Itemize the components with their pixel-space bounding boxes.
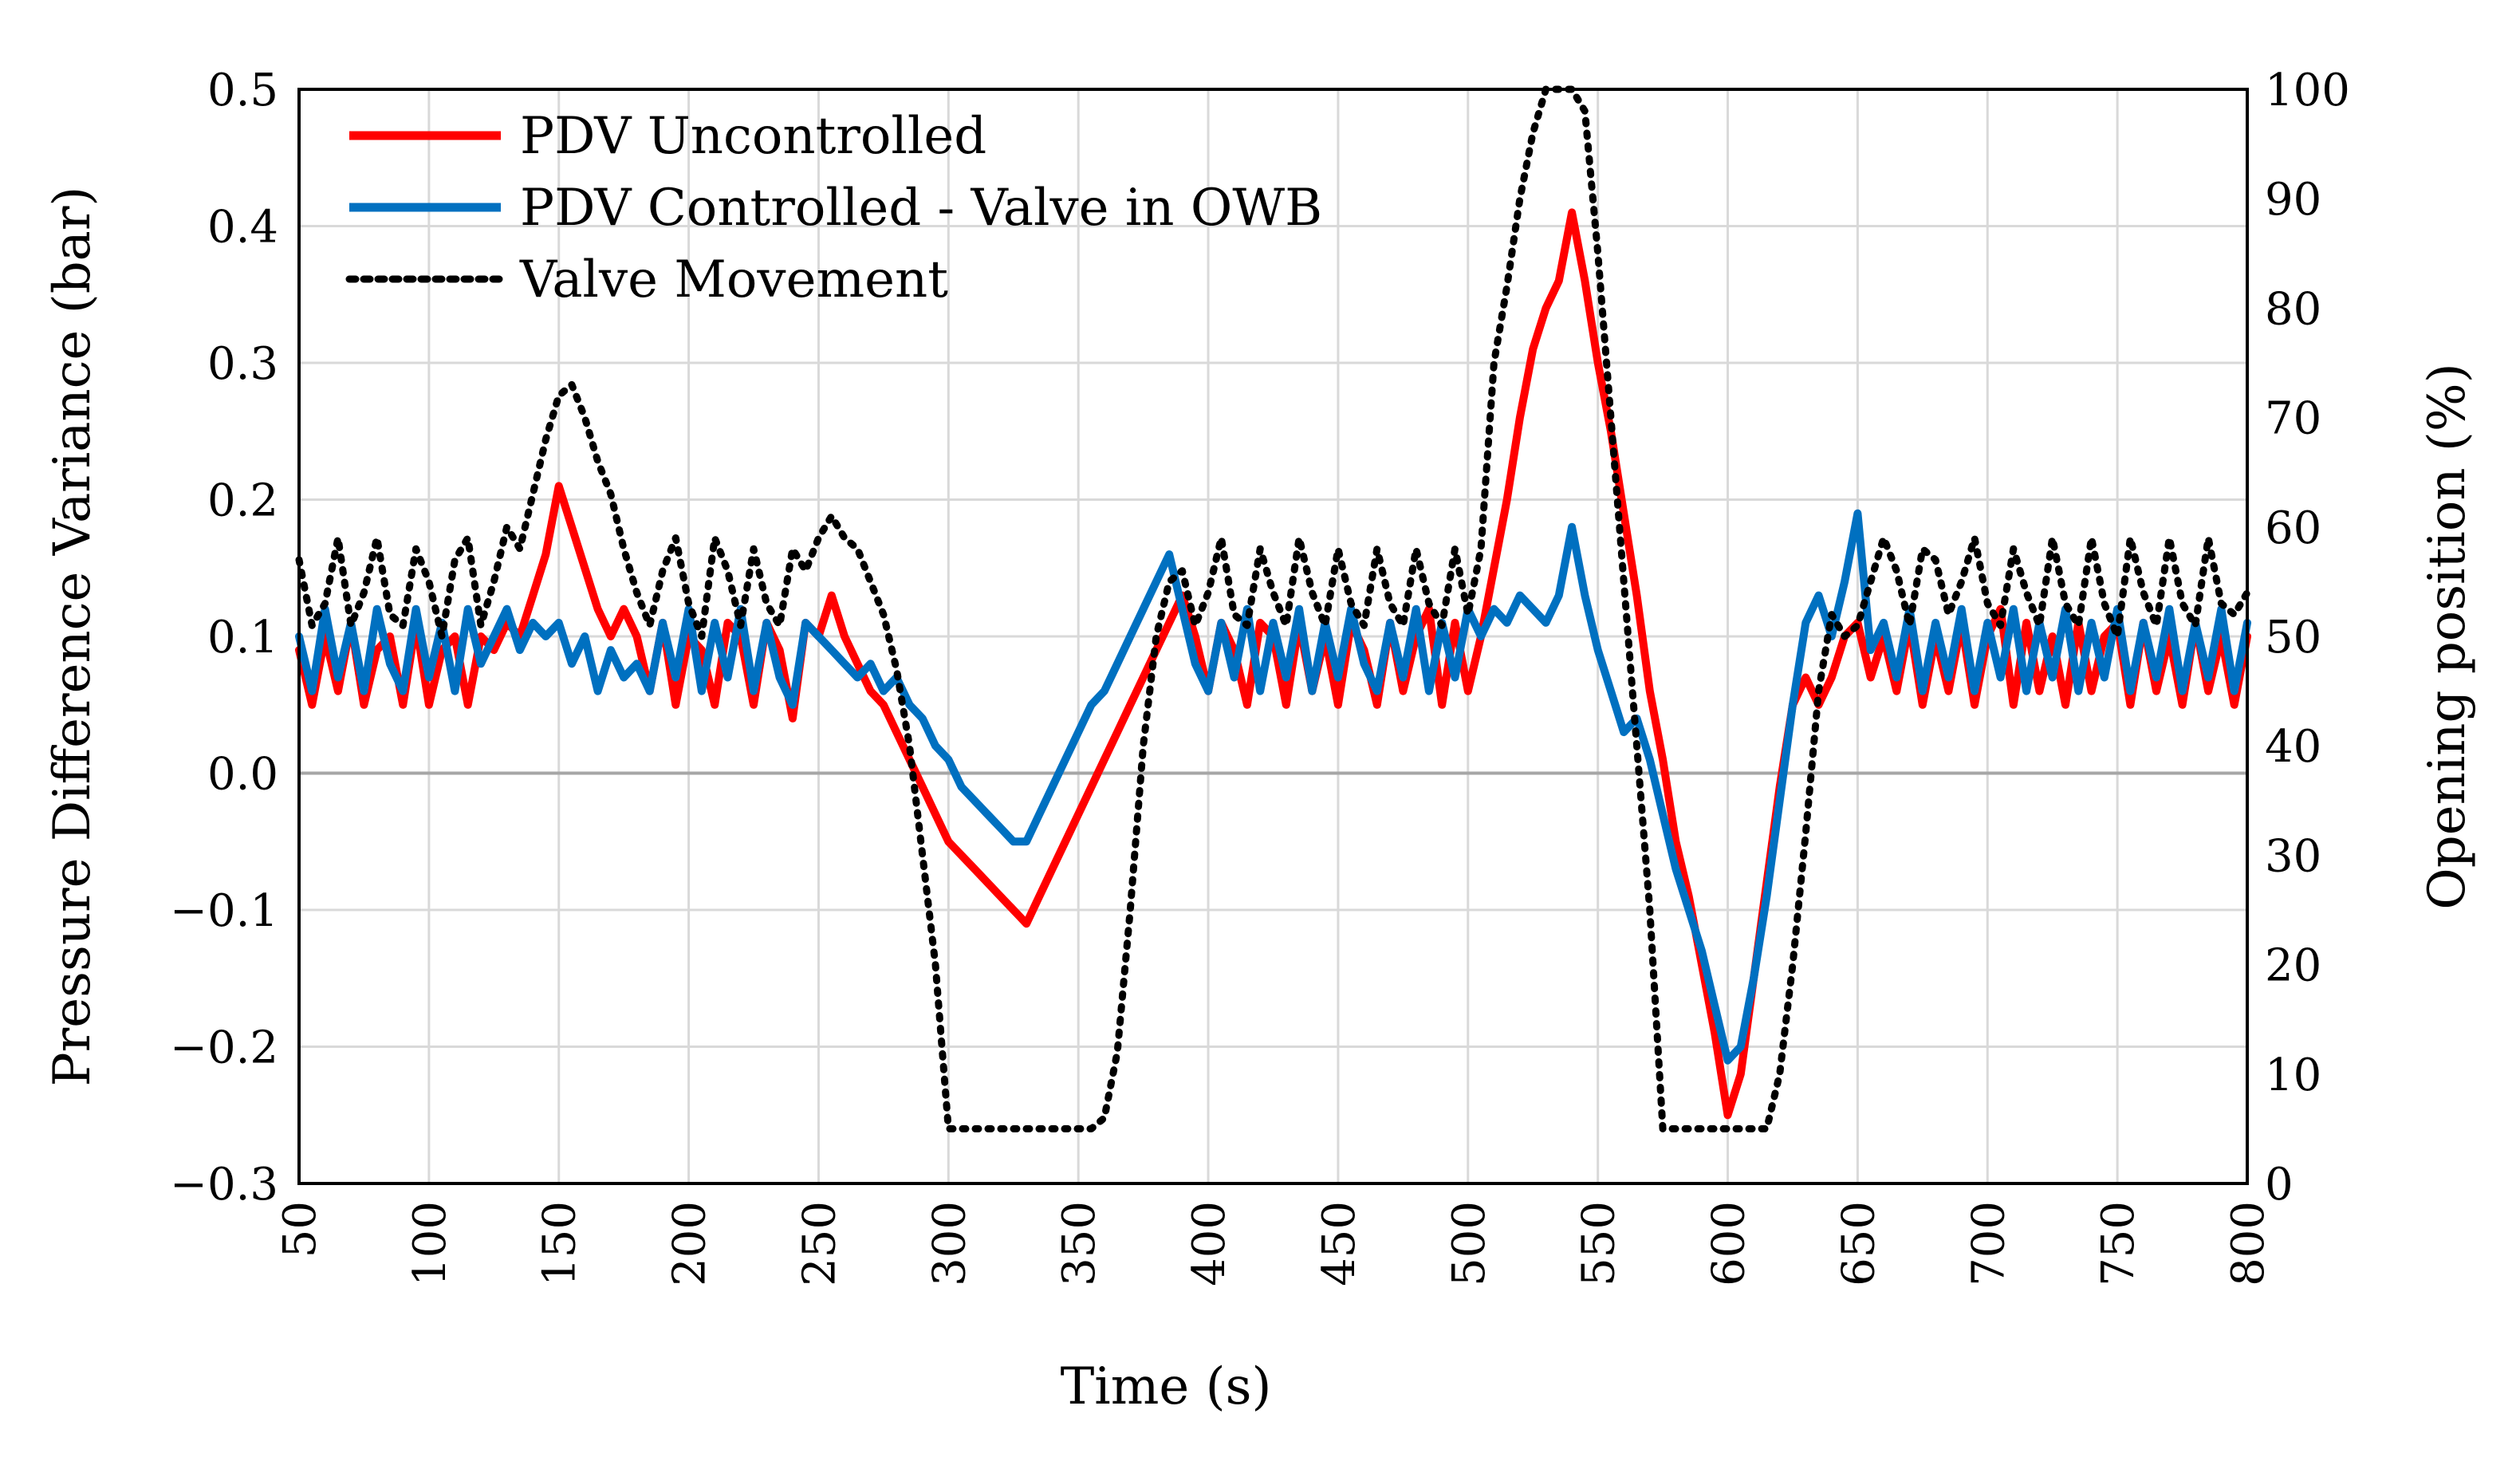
legend: PDV Uncontrolled PDV Controlled - Valve … xyxy=(345,107,1322,309)
x-tick-label: 750 xyxy=(2093,1201,2144,1286)
y-left-tick-label: 0.1 xyxy=(207,612,278,664)
y-right-tick-label: 0 xyxy=(2265,1159,2294,1211)
x-tick-label: 500 xyxy=(1443,1201,1495,1286)
y-right-tick-label: 70 xyxy=(2265,393,2321,445)
y-right-tick-label: 10 xyxy=(2265,1049,2321,1101)
y-right-tick-label: 30 xyxy=(2265,830,2321,882)
x-tick-label: 400 xyxy=(1183,1201,1235,1286)
series-valve-movement xyxy=(295,85,2251,1132)
tick-layer: 50 100 150 200 250 300 350 400 450 500 550 600 650 70… xyxy=(170,65,2350,1286)
y-right-axis-title: Opening position (%) xyxy=(2418,363,2477,909)
y-right-tick-label: 80 xyxy=(2265,283,2321,335)
x-tick-label: 350 xyxy=(1053,1201,1105,1286)
x-tick-label: 300 xyxy=(923,1201,975,1286)
x-tick-label: 50 xyxy=(274,1201,326,1258)
y-left-tick-label: 0.2 xyxy=(207,475,278,527)
legend-label-pdv-uncontrolled: PDV Uncontrolled xyxy=(520,107,986,166)
legend-label-pdv-controlled: PDV Controlled - Valve in OWB xyxy=(520,179,1322,238)
x-tick-label: 150 xyxy=(534,1201,586,1286)
series-layer xyxy=(295,85,2251,1132)
y-right-tick-label: 60 xyxy=(2265,502,2321,554)
x-tick-label: 600 xyxy=(1703,1201,1755,1286)
legend-label-valve-movement: Valve Movement xyxy=(519,250,948,309)
x-tick-label: 450 xyxy=(1313,1201,1365,1286)
x-axis-title: Time (s) xyxy=(1061,1357,1272,1416)
x-tick-label: 200 xyxy=(664,1201,716,1286)
x-tick-label: 100 xyxy=(404,1201,456,1286)
y-left-tick-label: 0.5 xyxy=(207,65,278,116)
y-left-tick-label: −0.1 xyxy=(170,885,278,937)
y-right-tick-label: 20 xyxy=(2265,940,2321,992)
y-right-tick-label: 40 xyxy=(2265,721,2321,773)
y-right-tick-label: 100 xyxy=(2265,65,2350,116)
y-left-tick-label: −0.3 xyxy=(170,1159,278,1211)
y-left-axis-title: Pressure Difference Variance (bar) xyxy=(43,187,102,1087)
y-left-tick-label: 0.0 xyxy=(207,749,278,801)
y-left-tick-label: 0.3 xyxy=(207,338,278,390)
x-tick-label: 250 xyxy=(793,1201,845,1286)
y-right-tick-label: 90 xyxy=(2265,174,2321,226)
y-left-tick-label: 0.4 xyxy=(207,202,278,254)
plot-frame xyxy=(297,88,2249,1185)
x-tick-label: 650 xyxy=(1833,1201,1884,1286)
y-left-tick-label: −0.2 xyxy=(170,1022,278,1074)
x-tick-label: 550 xyxy=(1573,1201,1625,1286)
y-right-tick-label: 50 xyxy=(2265,612,2321,664)
series-pdv-controlled xyxy=(295,509,2251,1065)
x-tick-label: 700 xyxy=(1963,1201,2014,1286)
x-tick-label: 800 xyxy=(2223,1201,2274,1286)
